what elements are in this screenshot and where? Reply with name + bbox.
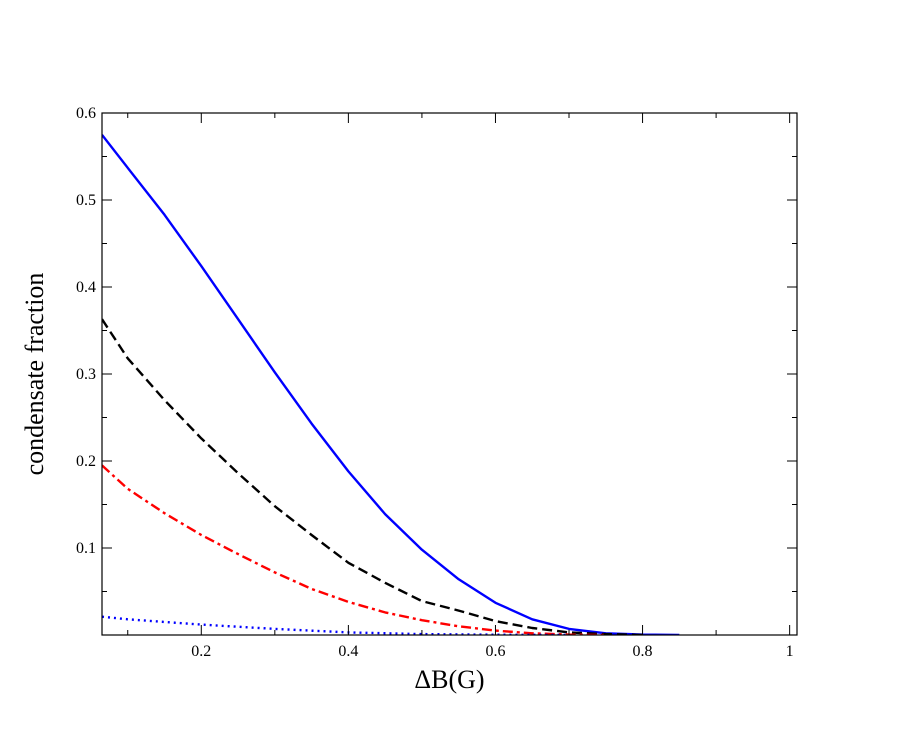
series-line-2 bbox=[102, 318, 643, 635]
series-layer bbox=[102, 134, 680, 635]
series-line-1 bbox=[102, 134, 680, 635]
x-tick-label: 0.6 bbox=[485, 643, 505, 660]
plot-frame bbox=[101, 112, 798, 636]
y-tick-label: 0.5 bbox=[76, 192, 96, 209]
y-tick-label: 0.2 bbox=[76, 453, 96, 470]
y-tick-label: 0.4 bbox=[76, 279, 96, 296]
x-tick-label: 1 bbox=[786, 643, 794, 660]
series-line-4 bbox=[102, 615, 570, 635]
y-tick-label: 0.1 bbox=[76, 540, 96, 557]
x-tick-label: 0.4 bbox=[338, 643, 358, 660]
axes-layer: 0.2 0.4 0.6 0.8 1 0.1 0.2 0.3 0.4 0.5 0.6 bbox=[76, 105, 798, 660]
series-line-3 bbox=[102, 464, 606, 635]
y-axis-title: condensate fraction bbox=[20, 273, 49, 476]
x-tick-label: 0.8 bbox=[633, 643, 653, 660]
x-axis-title: ΔB(G) bbox=[414, 665, 484, 694]
y-tick-label: 0.6 bbox=[76, 105, 96, 122]
y-tick-label: 0.3 bbox=[76, 366, 96, 383]
x-tick-label: 0.2 bbox=[191, 643, 211, 660]
